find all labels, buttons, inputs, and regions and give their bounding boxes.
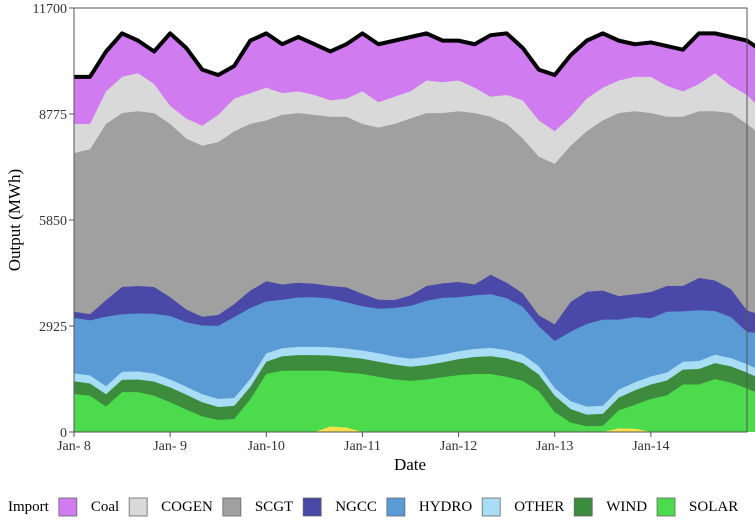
- legend-label-import: Import: [8, 499, 50, 515]
- x-tick-label: Jan- 8: [57, 439, 91, 454]
- legend-label-coal: Coal: [91, 499, 119, 515]
- legend-swatch-cogen: [222, 497, 242, 517]
- legend-swatch-wind: [656, 497, 676, 517]
- legend-swatch-ngcc: [386, 497, 406, 517]
- y-tick-label: 2925: [39, 320, 67, 335]
- x-tick-label: Jan-12: [440, 439, 477, 454]
- legend-label-cogen: COGEN: [161, 499, 213, 515]
- legend-swatch-coal: [128, 497, 148, 517]
- x-tick-label: Jan-11: [344, 439, 381, 454]
- x-tick-label: Jan- 9: [153, 439, 187, 454]
- series-areas: [74, 33, 755, 432]
- legend-label-other: OTHER: [514, 499, 564, 515]
- area-wind: [74, 370, 755, 432]
- y-tick-label: 8775: [39, 108, 67, 123]
- legend-swatch-hydro: [481, 497, 501, 517]
- legend-label-wind: WIND: [606, 499, 647, 515]
- legend-swatch-import: [58, 497, 78, 517]
- total-output-line: [74, 31, 755, 79]
- y-axis: 0 2925 5850 8775 11700: [33, 2, 74, 441]
- legend: Import Coal COGEN SCGT NGCC HYDRO OTHER WIND SOL…: [8, 497, 738, 517]
- y-tick-label: 5850: [39, 214, 67, 229]
- y-axis-title: Output (MWh): [5, 169, 24, 271]
- x-tick-label: Jan-14: [632, 439, 669, 454]
- legend-label-ngcc: NGCC: [335, 499, 377, 515]
- legend-label-solar: SOLAR: [689, 499, 738, 515]
- legend-label-scgt: SCGT: [255, 499, 293, 515]
- x-tick-label: Jan-10: [248, 439, 285, 454]
- y-tick-label: 11700: [33, 2, 67, 17]
- legend-label-hydro: HYDRO: [419, 499, 473, 515]
- legend-swatch-other: [573, 497, 593, 517]
- x-tick-label: Jan-13: [536, 439, 573, 454]
- y-tick-label: 0: [60, 426, 67, 441]
- legend-swatch-scgt: [302, 497, 322, 517]
- x-axis: Jan- 8 Jan- 9 Jan-10 Jan-11 Jan-12 Jan-13 Jan-…: [57, 432, 670, 454]
- area-solar: [74, 426, 755, 432]
- x-axis-title: Date: [394, 455, 426, 474]
